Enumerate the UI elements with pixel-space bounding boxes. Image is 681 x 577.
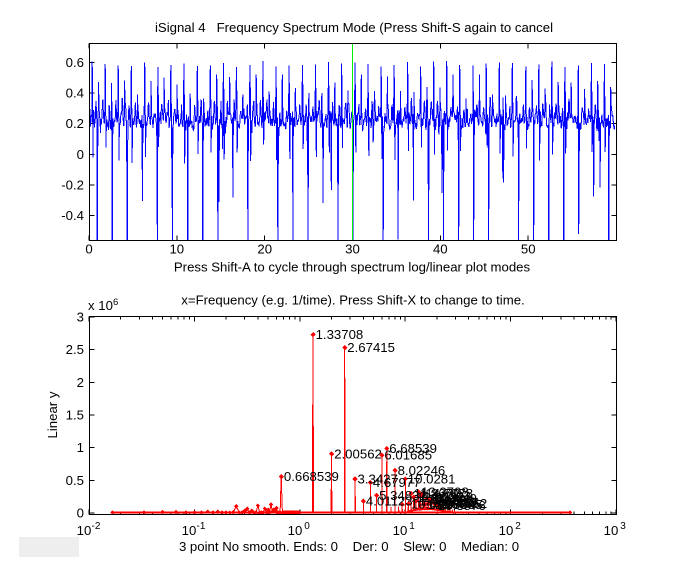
svg-text:iSignal 4 Frequency Spectrum: iSignal 4 Frequency Spectrum Mode (Press… xyxy=(155,20,553,35)
svg-text:10.0281: 10.0281 xyxy=(408,472,456,487)
svg-text:5.34831: 5.34831 xyxy=(379,488,427,503)
svg-text:1.33708: 1.33708 xyxy=(316,327,364,342)
svg-text:-2: -2 xyxy=(92,521,101,532)
svg-text:16.7135: 16.7135 xyxy=(431,495,479,510)
svg-text:0.668539: 0.668539 xyxy=(284,469,339,484)
svg-text:18.0505: 18.0505 xyxy=(435,497,483,512)
svg-text:1: 1 xyxy=(77,440,84,455)
svg-text:2: 2 xyxy=(77,375,84,390)
svg-text:20.0562: 20.0562 xyxy=(440,496,488,511)
svg-text:4.01123: 4.01123 xyxy=(366,494,413,509)
svg-text:2.5: 2.5 xyxy=(66,342,84,357)
svg-text:1.5: 1.5 xyxy=(66,408,84,423)
svg-text:10: 10 xyxy=(393,523,408,538)
svg-text:3 point No smooth. Ends: 0: 3 point No smooth. Ends: 0 Der: 0 Slew: … xyxy=(179,539,519,554)
svg-text:0: 0 xyxy=(77,147,84,162)
svg-text:12.7022: 12.7022 xyxy=(419,494,467,509)
svg-text:8.02246: 8.02246 xyxy=(398,463,446,478)
svg-text:13.3708: 13.3708 xyxy=(421,485,469,500)
svg-text:4.67977: 4.67977 xyxy=(373,475,421,490)
svg-text:14.0393: 14.0393 xyxy=(423,489,471,504)
svg-text:1: 1 xyxy=(409,521,415,532)
svg-text:x=Frequency (e.g. 1/time). Pre: x=Frequency (e.g. 1/time). Press Shift-X… xyxy=(181,293,524,308)
svg-text:0.6: 0.6 xyxy=(66,55,84,70)
svg-text:2: 2 xyxy=(515,521,521,532)
svg-text:10: 10 xyxy=(288,523,303,538)
svg-text:Linear y: Linear y xyxy=(45,391,60,438)
svg-text:6.01685: 6.01685 xyxy=(384,448,432,463)
svg-text:2.67415: 2.67415 xyxy=(347,340,395,355)
svg-text:16.0449: 16.0449 xyxy=(429,491,477,506)
svg-text:-0.4: -0.4 xyxy=(61,208,84,223)
svg-text:10: 10 xyxy=(169,242,184,257)
svg-text:12.0337: 12.0337 xyxy=(416,490,464,505)
svg-text:17.382: 17.382 xyxy=(433,492,473,507)
svg-text:0: 0 xyxy=(77,506,84,521)
svg-text:10: 10 xyxy=(499,523,514,538)
svg-text:3.3427: 3.3427 xyxy=(358,472,398,487)
svg-text:40: 40 xyxy=(433,242,448,257)
svg-text:3: 3 xyxy=(620,521,626,532)
svg-text:0: 0 xyxy=(85,242,92,257)
svg-text:0.2: 0.2 xyxy=(66,116,84,131)
svg-text:Press Shift-A to cycle through: Press Shift-A to cycle through spectrum … xyxy=(174,260,531,275)
svg-text:6.68539: 6.68539 xyxy=(389,441,437,456)
svg-text:2.00562: 2.00562 xyxy=(334,446,382,461)
svg-text:11.3652: 11.3652 xyxy=(414,486,461,501)
svg-text:0.4: 0.4 xyxy=(66,86,84,101)
svg-text:x 106: x 106 xyxy=(88,297,118,313)
svg-text:18.719: 18.719 xyxy=(436,495,476,510)
svg-text:19.3876: 19.3876 xyxy=(438,498,486,513)
svg-text:0.5: 0.5 xyxy=(66,473,84,488)
svg-text:20: 20 xyxy=(257,242,272,257)
svg-text:-1: -1 xyxy=(197,521,206,532)
svg-text:-0.2: -0.2 xyxy=(61,178,84,193)
svg-text:10: 10 xyxy=(604,523,619,538)
svg-text:30: 30 xyxy=(345,242,360,257)
svg-text:10: 10 xyxy=(77,523,92,538)
svg-text:15.3764: 15.3764 xyxy=(427,497,475,512)
svg-text:14.7078: 14.7078 xyxy=(425,486,473,501)
svg-text:0: 0 xyxy=(304,521,310,532)
svg-text:10.6966: 10.6966 xyxy=(411,496,459,511)
svg-text:3: 3 xyxy=(77,310,84,325)
svg-text:50: 50 xyxy=(521,242,536,257)
svg-text:10: 10 xyxy=(182,523,197,538)
